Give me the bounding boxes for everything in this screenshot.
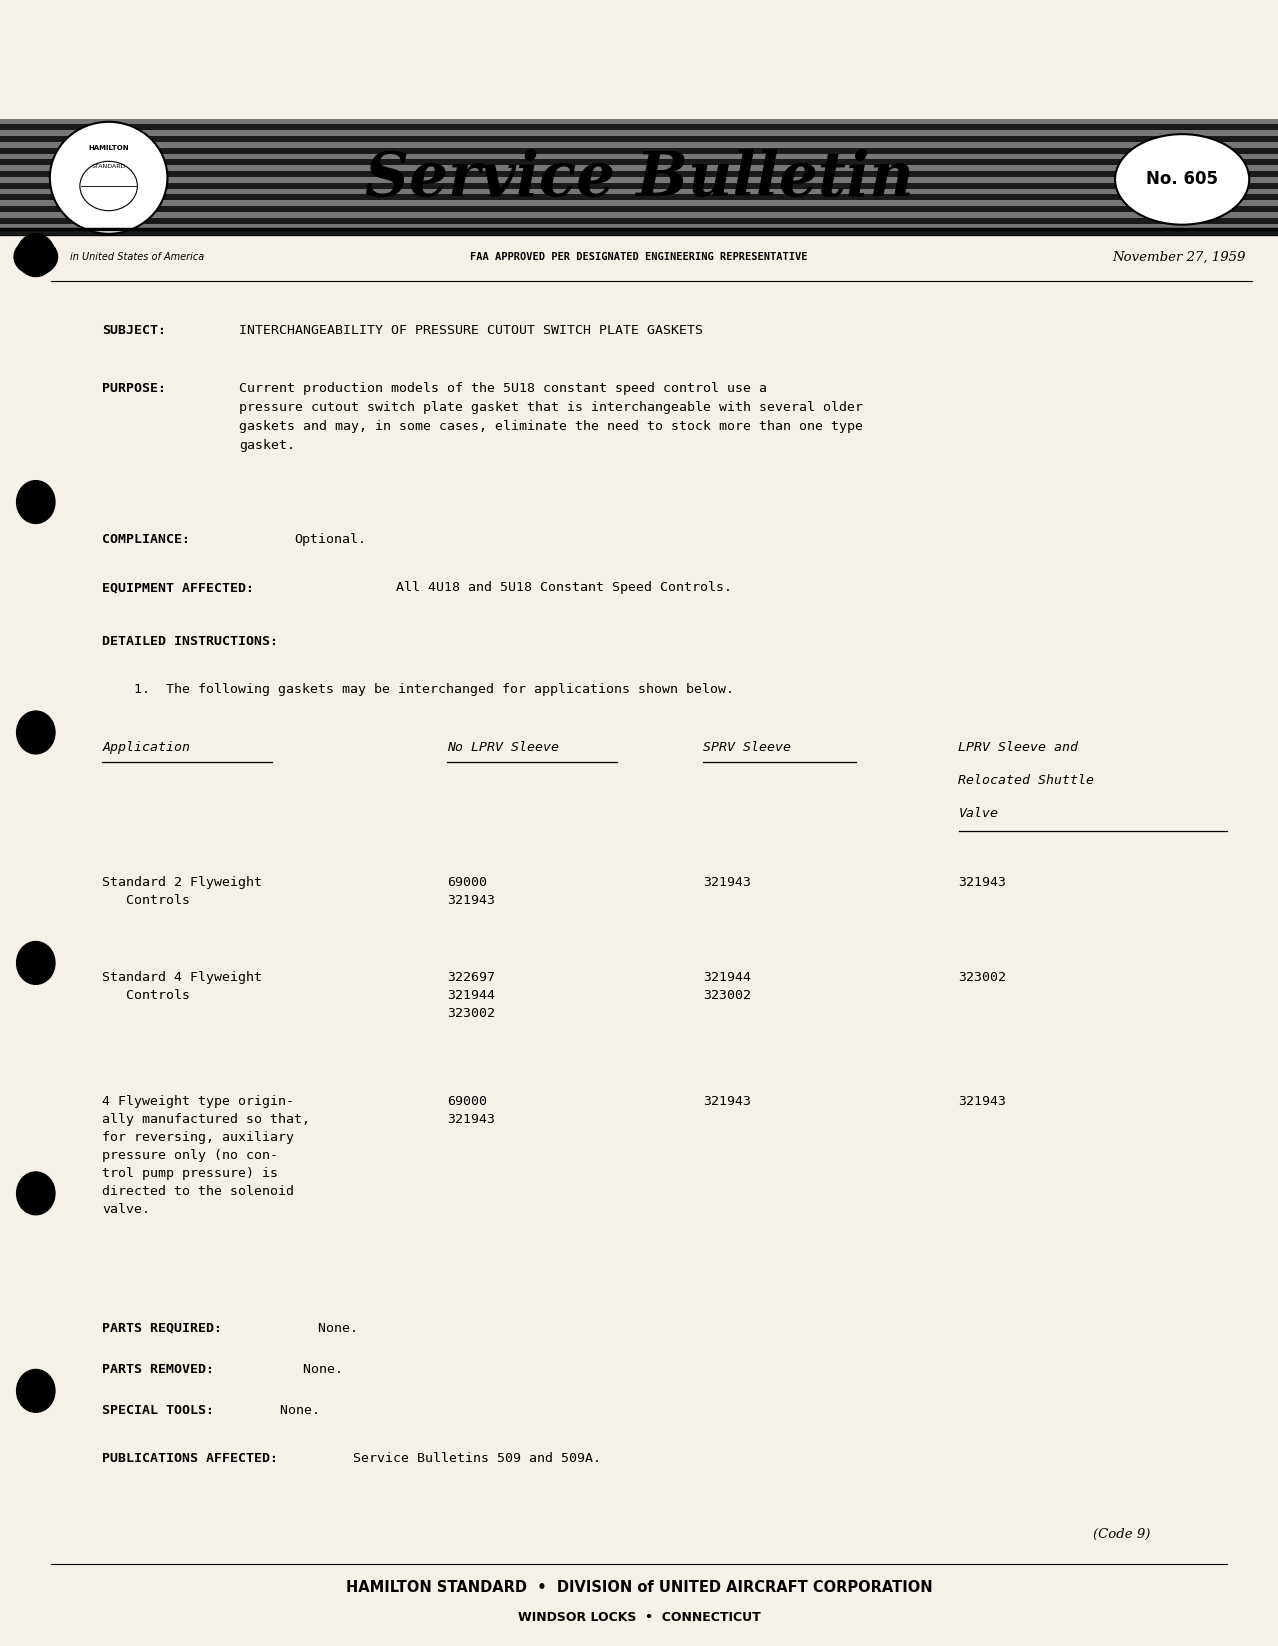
Text: 321944
323002: 321944 323002 — [703, 971, 751, 1002]
Ellipse shape — [17, 1369, 55, 1412]
Text: SPRV Sleeve: SPRV Sleeve — [703, 741, 791, 754]
Text: in United States of America: in United States of America — [70, 252, 204, 262]
Text: SPECIAL TOOLS:: SPECIAL TOOLS: — [102, 1404, 215, 1417]
Text: None.: None. — [265, 1404, 320, 1417]
Text: Standard 2 Flyweight
   Controls: Standard 2 Flyweight Controls — [102, 876, 262, 907]
Text: EQUIPMENT AFFECTED:: EQUIPMENT AFFECTED: — [102, 581, 254, 594]
Text: STANDARD: STANDARD — [92, 163, 125, 170]
Bar — [0, 229, 1278, 235]
Text: 321943: 321943 — [958, 1095, 1007, 1108]
Text: WINDSOR LOCKS  •  CONNECTICUT: WINDSOR LOCKS • CONNECTICUT — [518, 1611, 760, 1625]
Text: No. 605: No. 605 — [1146, 171, 1218, 188]
Text: Standard 4 Flyweight
   Controls: Standard 4 Flyweight Controls — [102, 971, 262, 1002]
Bar — [0, 183, 1278, 189]
Bar — [0, 148, 1278, 153]
Ellipse shape — [17, 942, 55, 984]
Text: Service Bulletin: Service Bulletin — [364, 150, 914, 209]
Text: 323002: 323002 — [958, 971, 1007, 984]
Text: 4 Flyweight type origin-
ally manufactured so that,
for reversing, auxiliary
pre: 4 Flyweight type origin- ally manufactur… — [102, 1095, 311, 1216]
Text: COMPLIANCE:: COMPLIANCE: — [102, 533, 190, 546]
Text: Valve: Valve — [958, 807, 998, 820]
Ellipse shape — [17, 711, 55, 754]
Bar — [0, 153, 1278, 160]
Ellipse shape — [17, 481, 55, 523]
Bar — [0, 125, 1278, 130]
Bar — [0, 171, 1278, 178]
Bar — [0, 142, 1278, 148]
Ellipse shape — [17, 234, 55, 277]
Bar — [0, 165, 1278, 171]
Text: PURPOSE:: PURPOSE: — [102, 382, 166, 395]
Text: PARTS REMOVED:: PARTS REMOVED: — [102, 1363, 215, 1376]
Text: 322697
321944
323002: 322697 321944 323002 — [447, 971, 496, 1021]
Text: Current production models of the 5U18 constant speed control use a
pressure cuto: Current production models of the 5U18 co… — [239, 382, 863, 453]
Text: None.: None. — [302, 1322, 358, 1335]
Text: Relocated Shuttle: Relocated Shuttle — [958, 774, 1094, 787]
Text: FAA APPROVED PER DESIGNATED ENGINEERING REPRESENTATIVE: FAA APPROVED PER DESIGNATED ENGINEERING … — [470, 252, 808, 262]
Text: November 27, 1959: November 27, 1959 — [1113, 250, 1246, 263]
Text: 69000
321943: 69000 321943 — [447, 1095, 496, 1126]
Text: 1.  The following gaskets may be interchanged for applications shown below.: 1. The following gaskets may be intercha… — [134, 683, 734, 696]
Bar — [0, 201, 1278, 206]
Text: (Code 9): (Code 9) — [1093, 1527, 1150, 1541]
Bar — [0, 0, 1278, 119]
Bar — [0, 194, 1278, 201]
Text: 69000
321943: 69000 321943 — [447, 876, 496, 907]
Text: INTERCHANGEABILITY OF PRESSURE CUTOUT SWITCH PLATE GASKETS: INTERCHANGEABILITY OF PRESSURE CUTOUT SW… — [239, 324, 703, 337]
Bar — [0, 178, 1278, 183]
Ellipse shape — [17, 1172, 55, 1215]
Bar — [0, 217, 1278, 224]
Bar — [0, 206, 1278, 212]
Text: PARTS REQUIRED:: PARTS REQUIRED: — [102, 1322, 222, 1335]
Text: All 4U18 and 5U18 Constant Speed Controls.: All 4U18 and 5U18 Constant Speed Control… — [396, 581, 732, 594]
Text: HAMILTON STANDARD  •  DIVISION of UNITED AIRCRAFT CORPORATION: HAMILTON STANDARD • DIVISION of UNITED A… — [345, 1580, 933, 1595]
Text: Optional.: Optional. — [294, 533, 366, 546]
Bar — [0, 160, 1278, 165]
Text: 321943: 321943 — [703, 876, 751, 889]
Text: DETAILED INSTRUCTIONS:: DETAILED INSTRUCTIONS: — [102, 635, 279, 649]
Ellipse shape — [14, 239, 58, 275]
Bar — [0, 224, 1278, 229]
Ellipse shape — [1114, 135, 1250, 226]
Text: 321943: 321943 — [703, 1095, 751, 1108]
Bar — [0, 189, 1278, 194]
Text: HAMILTON: HAMILTON — [88, 145, 129, 151]
Text: SUBJECT:: SUBJECT: — [102, 324, 166, 337]
Bar — [0, 137, 1278, 142]
Text: None.: None. — [286, 1363, 343, 1376]
Text: Application: Application — [102, 741, 190, 754]
Text: LPRV Sleeve and: LPRV Sleeve and — [958, 741, 1079, 754]
Bar — [0, 130, 1278, 137]
Bar — [0, 212, 1278, 217]
Text: No LPRV Sleeve: No LPRV Sleeve — [447, 741, 560, 754]
Text: PUBLICATIONS AFFECTED:: PUBLICATIONS AFFECTED: — [102, 1452, 279, 1465]
Ellipse shape — [50, 122, 167, 234]
Bar — [0, 119, 1278, 125]
Text: Service Bulletins 509 and 509A.: Service Bulletins 509 and 509A. — [337, 1452, 602, 1465]
Text: 321943: 321943 — [958, 876, 1007, 889]
